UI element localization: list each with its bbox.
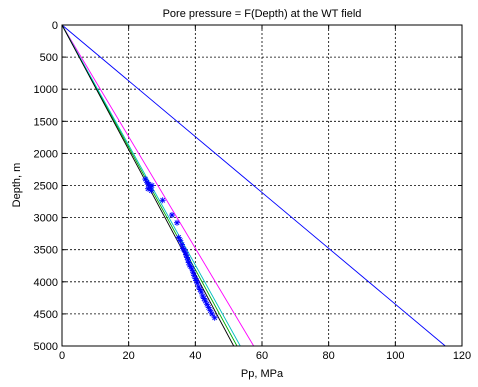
data-point — [174, 219, 180, 226]
x-tick-label: 100 — [386, 350, 404, 362]
y-tick-label: 5000 — [34, 341, 58, 353]
data-point-stroke — [146, 181, 152, 187]
data-point — [209, 310, 215, 317]
y-tick-label: 3500 — [34, 245, 58, 257]
x-tick-label: 40 — [189, 350, 201, 362]
y-tick-label: 2000 — [34, 148, 58, 160]
data-point-stroke — [181, 247, 187, 253]
data-point — [149, 182, 155, 189]
data-point — [145, 185, 151, 192]
data-point — [179, 241, 185, 248]
data-point-stroke — [202, 298, 208, 304]
data-point-stroke — [206, 305, 212, 310]
data-point-stroke — [197, 287, 203, 292]
data-point-stroke — [142, 176, 148, 182]
chart-title: Pore pressure = F(Depth) at the WT field — [163, 8, 362, 20]
data-point — [148, 187, 155, 194]
x-axis-label: Pp, MPa — [241, 368, 284, 380]
data-point-stroke — [201, 296, 207, 301]
y-axis-label: Depth, m — [11, 163, 23, 208]
x-tick-label: 120 — [453, 350, 471, 362]
y-tick-label: 4500 — [34, 309, 58, 321]
data-point-stroke — [209, 311, 215, 317]
grid-layer — [62, 25, 462, 346]
data-point-stroke — [207, 308, 213, 314]
tick-layer: 0 20 40 60 80 100 120 0 500 1000 1500 2000 2500 3000 3… — [34, 20, 472, 362]
data-point — [211, 314, 218, 321]
data-point-stroke — [189, 266, 195, 272]
y-tick-label: 500 — [40, 52, 58, 64]
data-point-stroke — [186, 260, 192, 266]
data-point-stroke — [169, 212, 175, 218]
data-point-stroke — [192, 276, 198, 282]
data-point-stroke — [188, 263, 194, 269]
y-tick-label: 4000 — [34, 277, 58, 289]
data-point-stroke — [148, 188, 154, 194]
y-tick-label: 0 — [52, 20, 58, 32]
data-point-stroke — [204, 301, 210, 307]
data-point-stroke — [198, 289, 204, 295]
data-point-stroke — [185, 257, 191, 263]
data-point-stroke — [194, 280, 200, 286]
data-point — [159, 197, 166, 204]
data-point-stroke — [191, 272, 197, 278]
data-point-stroke — [176, 235, 182, 240]
data-point-stroke — [145, 186, 151, 192]
series-line-1 — [61, 24, 255, 347]
data-point-stroke — [160, 197, 166, 203]
y-tick-label: 1500 — [34, 116, 58, 128]
data-point-stroke — [190, 269, 196, 275]
data-point-stroke — [212, 315, 218, 321]
data-point-stroke — [149, 183, 155, 188]
y-tick-label: 3000 — [34, 213, 58, 225]
y-tick-label: 1000 — [34, 84, 58, 96]
x-tick-label: 0 — [59, 350, 65, 362]
data-point-stroke — [179, 242, 185, 248]
x-tick-label: 60 — [256, 350, 268, 362]
series-layer — [61, 24, 446, 347]
data-point-stroke — [184, 254, 190, 260]
data-point-stroke — [174, 220, 180, 226]
y-tick-label: 2500 — [34, 181, 58, 193]
data-point-stroke — [183, 252, 189, 258]
series-line-0 — [61, 24, 446, 347]
data-point-stroke — [200, 293, 206, 299]
x-tick-label: 20 — [123, 350, 135, 362]
data-point-stroke — [182, 249, 188, 255]
data-point — [169, 212, 175, 219]
data-point-stroke — [196, 284, 202, 290]
data-point-stroke — [193, 278, 199, 283]
x-tick-label: 80 — [323, 350, 335, 362]
data-point-stroke — [177, 238, 183, 244]
